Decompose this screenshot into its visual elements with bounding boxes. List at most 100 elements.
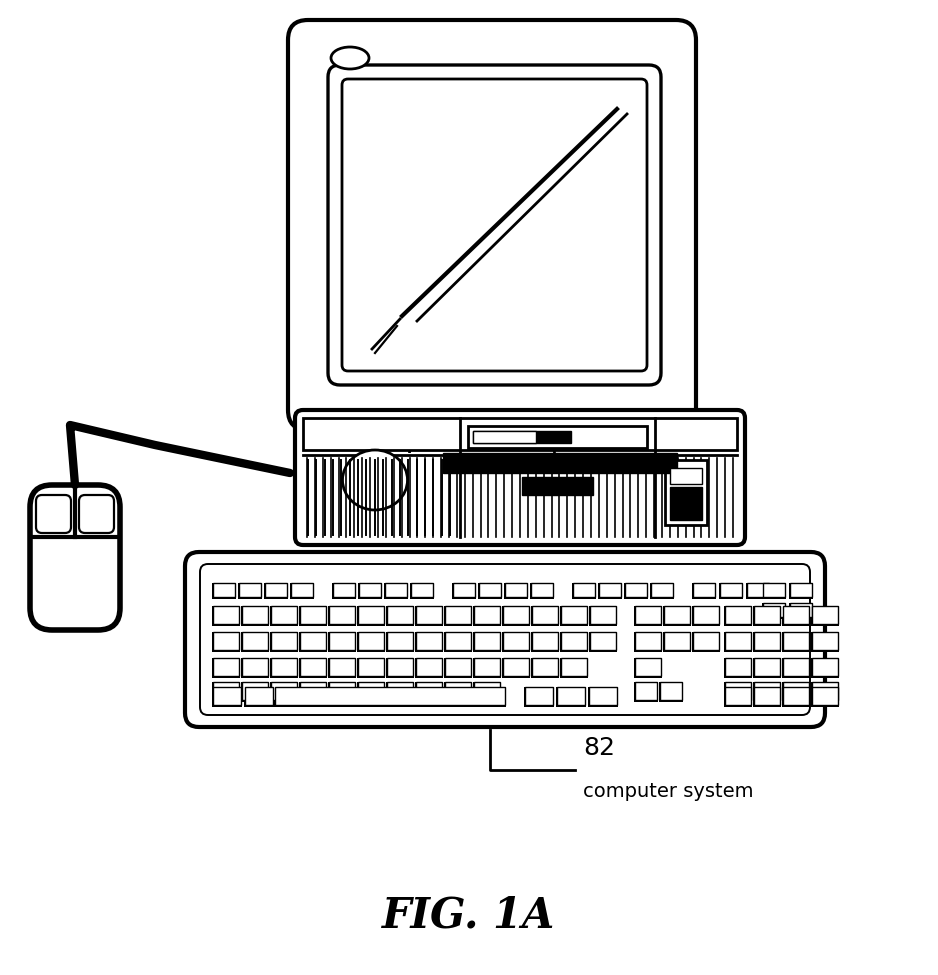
Bar [241,606,269,626]
Bar [724,682,752,702]
Bar [270,682,298,702]
Bar [299,632,327,652]
Bar [387,606,413,624]
Bar [659,682,683,702]
Bar [300,606,326,624]
Bar [783,682,809,700]
Bar [692,632,720,652]
Bar [561,632,587,650]
Bar [789,603,813,619]
Bar [270,658,298,678]
Bar [561,658,587,676]
Bar [212,583,236,599]
Bar [357,606,385,626]
Bar [415,606,443,626]
Bar [238,583,262,599]
Bar [635,606,661,624]
Bar [474,682,500,700]
Bar [725,682,751,700]
Bar [300,682,326,700]
Bar [502,658,530,678]
Bar [212,687,242,707]
Bar [693,606,719,624]
FancyBboxPatch shape [295,410,745,545]
Text: computer system: computer system [583,782,753,801]
Bar [503,606,529,624]
Bar [212,682,240,702]
Bar [468,426,647,448]
Bar [415,682,443,702]
Bar [651,583,673,597]
Bar [474,606,500,624]
Bar [812,687,838,705]
Bar [274,687,506,707]
Bar [782,658,810,678]
Bar [416,632,442,650]
Bar [400,453,565,475]
Bar [650,583,674,599]
Bar [634,606,662,626]
Bar [357,632,385,652]
Bar [590,606,616,624]
Bar [754,606,780,624]
Bar [812,658,838,676]
Bar [812,632,838,650]
Bar [724,606,752,626]
Bar [754,658,780,676]
Bar [242,682,268,700]
Bar [245,687,273,705]
FancyBboxPatch shape [79,495,114,533]
Bar [444,658,472,678]
Bar [270,606,298,626]
Bar [503,658,529,676]
Bar [213,632,239,650]
FancyBboxPatch shape [185,552,825,727]
Bar [532,632,558,650]
FancyBboxPatch shape [200,564,810,715]
Bar [525,687,553,705]
FancyBboxPatch shape [328,65,661,385]
Bar [265,583,287,597]
Bar [754,632,780,650]
Bar [790,583,812,597]
Bar [387,682,413,700]
Bar [719,583,743,599]
Bar [478,583,502,599]
Bar [416,658,442,676]
Bar [299,658,327,678]
Bar [410,583,434,599]
Bar [213,583,235,597]
Bar [358,606,384,624]
Bar [560,632,588,652]
Bar [635,632,661,650]
Bar [444,606,472,626]
Bar [624,583,648,599]
Bar [725,658,751,676]
Bar [271,658,297,676]
Bar [783,606,809,624]
Bar [811,687,839,707]
Bar [271,632,297,650]
Bar [411,583,433,597]
Bar [812,606,838,624]
Bar [589,632,617,652]
Bar [531,632,559,652]
Bar [531,583,553,597]
Bar [665,460,707,525]
Bar [589,606,617,626]
Bar [333,583,355,597]
Bar [692,583,716,599]
Bar [762,583,786,599]
Bar [242,606,268,624]
Bar [244,687,274,707]
Bar [625,583,647,597]
Bar [358,682,384,700]
Bar [590,632,616,650]
Bar [241,632,269,652]
Bar [763,583,785,597]
Bar [212,606,240,626]
Bar [692,606,720,626]
Bar [329,658,355,676]
Bar [473,431,571,443]
Bar [300,632,326,650]
